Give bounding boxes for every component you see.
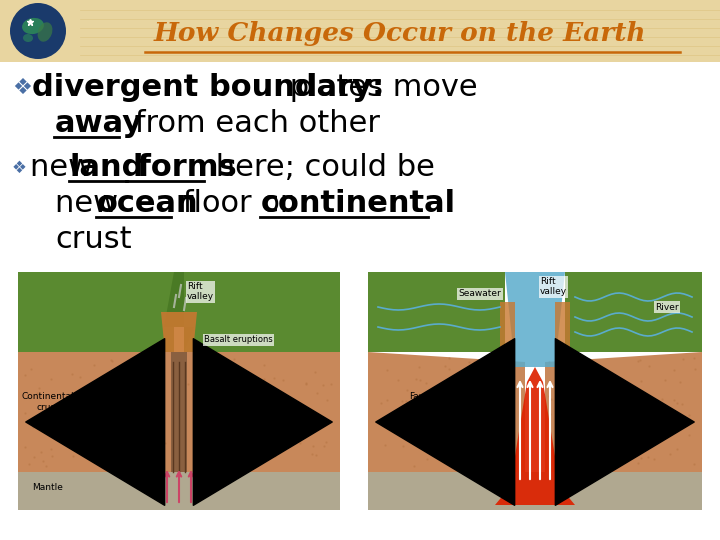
Polygon shape	[187, 352, 340, 472]
Polygon shape	[161, 312, 197, 352]
Text: continental: continental	[261, 190, 456, 219]
Polygon shape	[18, 472, 340, 510]
Polygon shape	[18, 272, 174, 352]
Text: land: land	[70, 153, 145, 183]
Text: ocean: ocean	[97, 190, 199, 219]
Text: Basalt eruptions: Basalt eruptions	[204, 335, 273, 345]
Polygon shape	[545, 352, 702, 472]
Polygon shape	[495, 367, 575, 505]
Polygon shape	[368, 472, 702, 510]
Polygon shape	[18, 352, 171, 472]
Text: plates move: plates move	[280, 73, 477, 103]
Polygon shape	[184, 272, 340, 352]
Text: Seawater: Seawater	[459, 289, 501, 299]
Text: Continental
crust: Continental crust	[22, 392, 74, 411]
Text: River: River	[655, 302, 679, 312]
FancyBboxPatch shape	[0, 0, 720, 62]
Text: forms: forms	[127, 153, 237, 183]
Polygon shape	[171, 352, 187, 472]
Text: How Changes Occur on the Earth: How Changes Occur on the Earth	[154, 22, 647, 46]
Text: divergent boundary:: divergent boundary:	[32, 73, 384, 103]
Text: ❖: ❖	[12, 78, 32, 98]
Ellipse shape	[37, 22, 53, 42]
Circle shape	[10, 3, 66, 59]
Text: Rift
valley: Rift valley	[540, 277, 567, 296]
Polygon shape	[368, 352, 525, 472]
Text: Mantle: Mantle	[32, 483, 63, 491]
Text: from each other: from each other	[125, 110, 380, 138]
Polygon shape	[565, 272, 702, 352]
Ellipse shape	[23, 34, 33, 42]
Text: Fault
blocks: Fault blocks	[405, 392, 434, 411]
Ellipse shape	[22, 18, 44, 34]
Text: here; could be: here; could be	[206, 153, 435, 183]
Text: away: away	[55, 110, 143, 138]
Text: Rift
valley: Rift valley	[187, 282, 214, 301]
Polygon shape	[505, 272, 565, 367]
Text: new: new	[55, 190, 128, 219]
Text: floor or: floor or	[173, 190, 302, 219]
Text: crust: crust	[55, 226, 132, 254]
Text: ❖: ❖	[12, 159, 27, 177]
Text: new: new	[30, 153, 103, 183]
Polygon shape	[500, 302, 515, 364]
Polygon shape	[368, 272, 505, 352]
Polygon shape	[555, 302, 570, 364]
Polygon shape	[164, 272, 194, 352]
